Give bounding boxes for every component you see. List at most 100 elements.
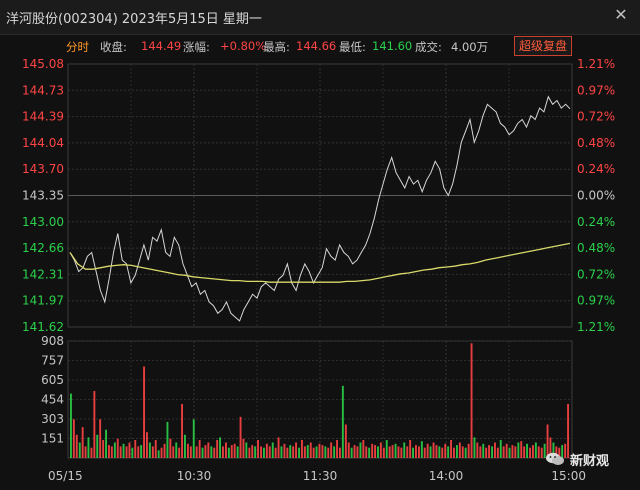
volume-bar <box>494 442 496 458</box>
high-value: 144.66 <box>296 39 337 53</box>
volume-bar <box>239 416 242 458</box>
volume-bar <box>201 447 204 458</box>
volume-bar <box>110 446 113 458</box>
volume-bar <box>222 446 224 458</box>
volume-bar <box>423 447 426 458</box>
percent-tick-label: 0.24% <box>577 162 615 176</box>
volume-bar <box>456 445 458 458</box>
volume-tick-label: 908 <box>41 334 64 348</box>
quote-info-bar: 分时 收盘: 144.49 涨幅: +0.80% 最高: 144.66 最低: … <box>0 35 640 57</box>
price-tick-label: 144.39 <box>22 110 64 124</box>
volume-bar <box>192 419 195 458</box>
volume-bar <box>318 443 321 458</box>
volume-bar <box>388 446 391 458</box>
volume-bar <box>543 443 546 458</box>
volume-bar <box>219 437 221 458</box>
percent-tick-label: 0.00% <box>577 189 615 203</box>
volume-bar <box>102 440 105 458</box>
wechat-icon <box>546 452 564 465</box>
volume-bar <box>236 446 239 458</box>
volume-bar <box>540 447 543 458</box>
volume-bar <box>491 446 493 458</box>
volume-bar <box>260 446 262 458</box>
volume-bar <box>134 440 137 458</box>
volume-bar <box>233 443 236 458</box>
volume-bar <box>306 445 309 458</box>
volume-bar <box>368 447 371 458</box>
volume-bar <box>529 447 531 458</box>
price-lines <box>69 95 571 322</box>
window-titlebar: 洋河股份(002304) 2023年5月15日 星期一 ✕ <box>0 0 640 35</box>
volume-bar <box>81 427 84 458</box>
price-tick-label: 143.35 <box>22 189 64 203</box>
volume-bar <box>412 447 414 458</box>
price-line <box>69 95 571 322</box>
volume-bar <box>227 447 230 458</box>
volume-bar <box>283 443 286 458</box>
volume-bars <box>70 343 569 458</box>
volume-bar <box>277 437 280 458</box>
volume-bar <box>476 442 479 458</box>
time-tick-label: 15:00 <box>551 469 586 483</box>
volume-bar <box>187 443 189 458</box>
volume-bar <box>148 442 151 458</box>
volume-bar <box>125 446 128 458</box>
volume-bar <box>189 446 192 458</box>
volume-bar <box>274 447 277 458</box>
volume-bar <box>344 424 347 458</box>
volume-bar <box>216 440 219 458</box>
volume-bar <box>397 446 400 458</box>
volume-bar <box>418 446 420 458</box>
volume-bar <box>210 446 213 458</box>
volume-bar <box>461 446 464 458</box>
volume-bar <box>426 443 429 458</box>
price-tick-label: 143.70 <box>22 162 64 176</box>
price-tick-label: 141.62 <box>22 320 64 334</box>
volume-bar <box>391 445 394 458</box>
volume-bar <box>359 442 362 458</box>
volume-bar <box>108 445 110 458</box>
percent-tick-label: 0.72% <box>577 110 615 124</box>
volume-tick-label: 454 <box>41 393 64 407</box>
price-tick-label: 145.08 <box>22 57 64 71</box>
volume-bar <box>496 447 499 458</box>
volume-bar <box>93 391 96 458</box>
volume-bar <box>131 447 134 458</box>
volume-bar <box>87 437 90 458</box>
volume-bar <box>382 447 385 458</box>
volume-bar <box>441 447 444 458</box>
volume-bar <box>280 446 283 458</box>
volume-bar <box>485 447 488 458</box>
volume-bar <box>242 438 245 458</box>
volume-bar <box>75 434 78 458</box>
volume-bar <box>470 343 473 458</box>
volume-bar <box>128 442 131 458</box>
volume-bar <box>295 442 297 458</box>
volume-bar <box>371 443 374 458</box>
volume-bar <box>558 447 561 458</box>
volume-bar <box>248 447 251 458</box>
volume-bar <box>458 442 461 458</box>
mode-label[interactable]: 分时 <box>66 40 89 54</box>
close-icon[interactable]: ✕ <box>614 5 628 24</box>
volume-bar <box>438 446 441 458</box>
volume-bar <box>315 446 318 458</box>
volume-bar <box>508 447 511 458</box>
volume-bar <box>143 366 145 458</box>
watermark-text: 新财观 <box>570 454 610 469</box>
volume-bar <box>265 443 268 458</box>
volume-bar <box>435 445 438 458</box>
super-replay-button[interactable]: 超级复盘 <box>514 36 573 56</box>
percent-tick-label: 0.97% <box>577 294 615 308</box>
volume-bar <box>230 445 233 458</box>
percent-tick-label: 0.24% <box>577 215 615 229</box>
price-tick-label: 144.73 <box>22 83 64 97</box>
volume-bar <box>116 438 119 458</box>
volume-bar <box>394 443 397 458</box>
volume-bar <box>514 446 517 458</box>
volume-bar <box>511 445 514 458</box>
volume-bar <box>99 419 102 458</box>
volume-bar <box>245 442 248 458</box>
time-tick-label: 14:00 <box>429 469 464 483</box>
